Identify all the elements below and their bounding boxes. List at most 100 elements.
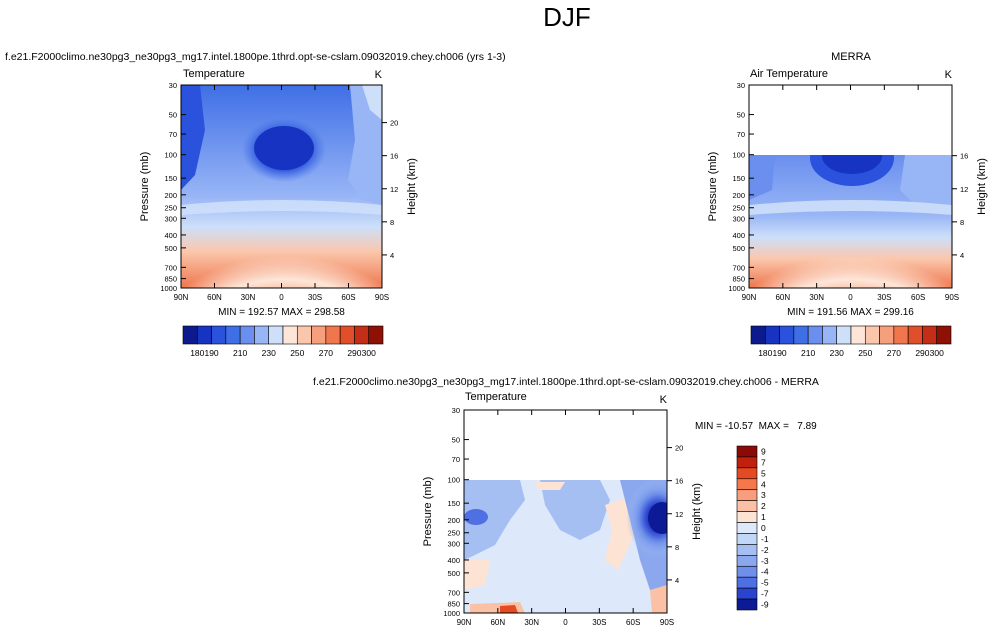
colorbar1-label: 270 xyxy=(319,348,333,358)
panel1-ylabel: Pressure (mb) xyxy=(139,152,151,222)
panel1-contour-field xyxy=(181,85,382,288)
panel1-y2tick-label: 20 xyxy=(390,119,398,128)
colorbar3-label: 3 xyxy=(761,490,766,500)
colorbar3-label: 2 xyxy=(761,501,766,511)
colorbar3-swatch xyxy=(736,456,758,469)
colorbar2: 180 190 210 230 250 270 290 300 xyxy=(750,325,952,358)
panel3-ytick-label: 400 xyxy=(447,556,460,565)
panel3-xtick-label: 60N xyxy=(490,618,505,627)
panel1-y2tick-label: 16 xyxy=(390,152,398,161)
panel3-ytick-label: 70 xyxy=(452,455,460,464)
panel2-xtick-label: 60S xyxy=(911,293,925,302)
panel3-y2tick-label: 12 xyxy=(675,510,683,519)
colorbar1-swatch xyxy=(311,325,327,345)
colorbar3-label: -3 xyxy=(761,556,769,566)
colorbar3-swatch xyxy=(736,533,758,545)
panel2-ytick-label: 250 xyxy=(732,204,745,213)
panel3-xtick-label: 30S xyxy=(592,618,606,627)
colorbar3-swatch xyxy=(736,576,758,589)
panel1-ytick-label: 50 xyxy=(169,111,177,120)
colorbar2-swatch xyxy=(793,325,809,345)
colorbar1-label: 180 xyxy=(190,348,204,358)
colorbar2-swatch xyxy=(850,325,866,345)
panel1-ytick-label: 850 xyxy=(164,275,177,284)
panel3-contour-field xyxy=(464,480,667,613)
panel3-subtitle: Temperature xyxy=(465,391,527,403)
colorbar1-swatch xyxy=(196,325,212,345)
panel3-y2tick-label: 4 xyxy=(675,576,679,585)
panel1-xtick-label: 60S xyxy=(341,293,355,302)
panel1-y2tick-label: 4 xyxy=(390,251,394,260)
panel1-axes: MIN = 192.57 MAX = 298.58 90N 60N 30N 0 30S 60… xyxy=(139,81,418,318)
panel1-ytick-label: 300 xyxy=(164,214,177,223)
panel1-ytick-label: 700 xyxy=(164,263,177,272)
colorbar1-label: 290 xyxy=(347,348,361,358)
panel2-contour-field xyxy=(749,155,952,288)
panel1-y2tick-label: 8 xyxy=(390,218,394,227)
panel2-ytick-label: 50 xyxy=(737,111,745,120)
panel2-ytick-label: 70 xyxy=(737,130,745,139)
panel3-ytick-label: 250 xyxy=(447,529,460,538)
colorbar3-label: 9 xyxy=(761,446,766,456)
panel1-ytick-label: 150 xyxy=(164,174,177,183)
axes-layer: MIN = 192.57 MAX = 298.58 90N 60N 30N 0 30S 60… xyxy=(139,81,988,627)
panel3-ytick-label: 500 xyxy=(447,569,460,578)
colorbar2-swatch xyxy=(822,325,838,345)
panel3-y2tick-label: 16 xyxy=(675,477,683,486)
panel2-y2label: Height (km) xyxy=(976,158,988,215)
colorbar3-swatch xyxy=(736,522,758,534)
panel3-y2tick-label: 20 xyxy=(675,444,683,453)
colorbar2-swatch xyxy=(764,325,780,345)
panel-difference: f.e21.F2000climo.ne30pg3_ne30pg3_mg17.in… xyxy=(313,376,819,614)
colorbar2-swatch xyxy=(864,325,880,345)
colorbar2-swatch xyxy=(879,325,895,345)
panel1-ytick-label: 500 xyxy=(164,244,177,253)
panel1-xtick-label: 60N xyxy=(207,293,222,302)
panel3-ytick-label: 30 xyxy=(452,406,460,415)
colorbar3-label: 4 xyxy=(761,479,766,489)
colorbar2-label: 300 xyxy=(930,348,944,358)
panel2-ytick-label: 200 xyxy=(732,191,745,200)
panel2-xtick-label: 90N xyxy=(742,293,757,302)
colorbar2-swatch xyxy=(750,325,766,345)
panel3-ytick-label: 700 xyxy=(447,588,460,597)
colorbar1-swatch xyxy=(296,325,312,345)
panel3-ylabel: Pressure (mb) xyxy=(422,477,434,547)
page-title: DJF xyxy=(543,2,591,32)
colorbar1-swatch xyxy=(268,325,284,345)
panel2-y2tick-label: 4 xyxy=(960,251,964,260)
colorbar2-label: 230 xyxy=(830,348,844,358)
panel3-ytick-label: 850 xyxy=(447,600,460,609)
colorbar2-swatch xyxy=(807,325,823,345)
colorbar2-swatch xyxy=(907,325,923,345)
panel1-y2label: Height (km) xyxy=(406,158,418,215)
colorbar2-swatch xyxy=(936,325,952,345)
panel3-xtick-label: 90N xyxy=(457,618,472,627)
panel1-xtick-label: 90S xyxy=(375,293,389,302)
colorbar3-swatch xyxy=(736,544,758,556)
panel2-y2tick-label: 16 xyxy=(960,152,968,161)
panel1-units: K xyxy=(375,69,383,81)
panel-model: f.e21.F2000climo.ne30pg3_ne30pg3_mg17.in… xyxy=(5,51,506,289)
colorbar1-swatch xyxy=(211,325,227,345)
panel1-xtick-label: 90N xyxy=(174,293,189,302)
colorbar3-label: 1 xyxy=(761,512,766,522)
panel2-xtick-label: 30S xyxy=(877,293,891,302)
colorbar3-label: -1 xyxy=(761,534,769,544)
colorbar1-swatch xyxy=(368,325,384,345)
panel1-ytick-label: 400 xyxy=(164,231,177,240)
colorbar1-swatch xyxy=(239,325,255,345)
panel3-xtick-label: 0 xyxy=(563,618,568,627)
panel3-xtick-label: 90S xyxy=(660,618,674,627)
panel2-ytick-label: 400 xyxy=(732,231,745,240)
panel2-y2tick-label: 12 xyxy=(960,185,968,194)
colorbar1-swatch xyxy=(354,325,370,345)
colorbar3-swatch xyxy=(736,587,758,600)
panel2-ytick-label: 500 xyxy=(732,244,745,253)
colorbar3-swatch xyxy=(736,500,758,512)
panel2-ytick-label: 150 xyxy=(732,174,745,183)
panel2-ytick-label: 850 xyxy=(732,275,745,284)
colorbar3-label: 7 xyxy=(761,457,766,467)
